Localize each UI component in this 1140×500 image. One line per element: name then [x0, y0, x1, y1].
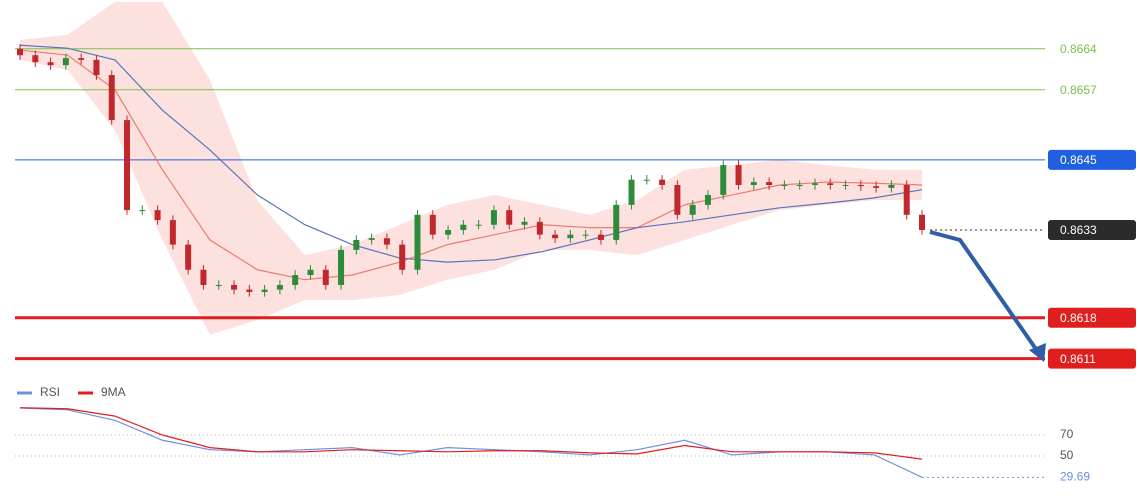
level-label: 0.8618 [1060, 311, 1097, 325]
level-label-box [1048, 220, 1136, 240]
candle-body [231, 284, 238, 290]
candle-body [536, 221, 543, 235]
candle-body [246, 289, 253, 292]
candle-body [185, 244, 192, 270]
candle-body [78, 58, 85, 60]
level-label: 0.8645 [1060, 153, 1097, 167]
candle-body [766, 182, 773, 185]
level-label-box [1048, 307, 1136, 328]
candle-body [613, 204, 620, 240]
candle-body [827, 183, 834, 185]
candle-body [567, 234, 574, 239]
level-label: 0.8657 [1060, 83, 1097, 97]
candle-body [93, 59, 100, 76]
candle-body [154, 210, 161, 221]
ma-fast [19, 49, 923, 281]
candle-body [17, 48, 23, 56]
candle-body [139, 210, 146, 212]
candle-body [750, 182, 757, 185]
candle-body [215, 284, 222, 286]
ma-slow [19, 44, 923, 263]
candle-body [414, 214, 421, 270]
candle-body [811, 183, 818, 185]
candle-body [292, 275, 299, 285]
candle-body [47, 62, 54, 66]
candle-body [353, 239, 360, 250]
candle-body [919, 214, 925, 230]
candle-body [689, 204, 696, 215]
candle-body [506, 210, 513, 225]
candle-body [429, 214, 436, 235]
y-tick-label: 50 [1060, 448, 1074, 462]
candle-body [475, 224, 482, 226]
candle-body [597, 234, 604, 240]
candle-body [261, 289, 268, 292]
bollinger-band [20, 2, 922, 335]
candle-body [338, 249, 345, 285]
y-tick-label: 70 [1060, 427, 1074, 441]
level-label-box [1048, 149, 1136, 170]
plot: 0.8664 0.8657 0.8645 0.8633 0.8618 0.8611 70 50… [15, 2, 1136, 483]
candle-body [873, 186, 880, 188]
current-value-label: 29.69 [1060, 469, 1090, 483]
forecast-arrow [929, 230, 1040, 354]
candle-body [842, 184, 849, 186]
candle-body [62, 58, 69, 66]
rsi-line [19, 407, 923, 460]
candle-body [643, 179, 650, 181]
candle-body [796, 184, 803, 186]
candle-body [307, 269, 314, 276]
candle-body [888, 184, 895, 188]
candle-body [169, 220, 176, 245]
candle-body [368, 238, 375, 240]
legend-label: 9MA [101, 385, 126, 399]
candle-body [903, 184, 910, 215]
candle-body [32, 55, 39, 63]
candle-body [322, 269, 329, 285]
level-label: 0.8664 [1060, 42, 1097, 56]
candle-body [445, 230, 452, 235]
forecast-arrow-head [1029, 343, 1046, 362]
legend-label: RSI [40, 385, 60, 399]
candle-body [720, 165, 727, 195]
candle-body [108, 75, 115, 121]
candle-body [857, 184, 864, 187]
level-label: 0.8611 [1060, 352, 1096, 366]
candle-body [200, 269, 207, 285]
candle-body [124, 120, 131, 211]
rsi-line [19, 407, 923, 478]
candle-body [552, 234, 559, 239]
candle-body [781, 184, 788, 186]
level-label-box [1048, 348, 1136, 369]
candle-body [582, 234, 589, 236]
candle-body [628, 179, 635, 205]
candle-body [704, 194, 711, 205]
candle-body [460, 224, 467, 230]
candle-body [659, 179, 666, 185]
candle-body [521, 221, 528, 225]
candle-body [735, 165, 742, 185]
candle-body [674, 184, 681, 215]
level-label: 0.8633 [1060, 223, 1097, 237]
candle-body [383, 238, 390, 245]
candle-body [399, 244, 406, 270]
candle-body [490, 210, 497, 225]
candle-body [276, 284, 283, 290]
